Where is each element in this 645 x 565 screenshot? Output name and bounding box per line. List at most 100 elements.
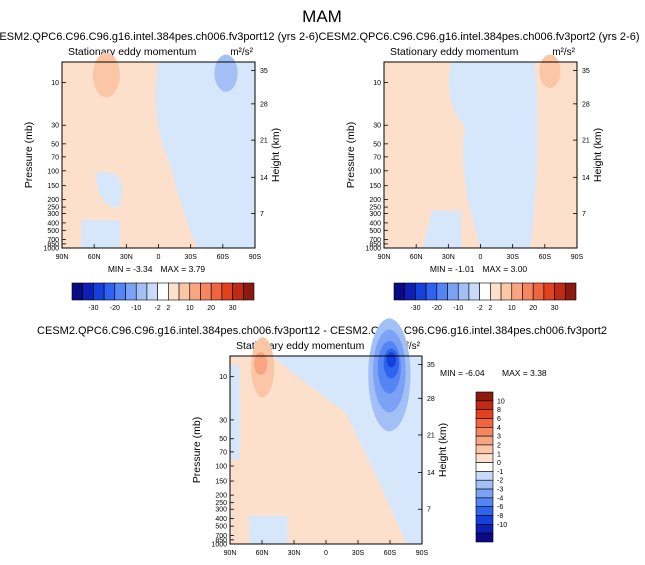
x-tick-label: 60S [217, 254, 230, 261]
colorbar-label: -10 [131, 305, 141, 312]
y-tick-label: 400 [215, 516, 227, 523]
x-tick-label: 30N [288, 550, 301, 557]
y-tick-label: 200 [215, 493, 227, 500]
colorbar-label: -2 [155, 305, 161, 312]
y-tick-label: 400 [369, 220, 381, 227]
positive-lobe [539, 54, 561, 89]
colorbar-swatch [404, 282, 416, 301]
height-tick-label: 7 [260, 211, 264, 218]
height-tick-label: 21 [582, 138, 590, 145]
colorbar-label: 20 [529, 305, 537, 312]
colorbar-swatch [221, 282, 233, 301]
colorbar-swatch [475, 435, 494, 446]
negative-region [94, 171, 122, 208]
y-axis-label: Pressure (mb) [23, 122, 35, 189]
colorbar-swatch [500, 282, 513, 301]
colorbar-label: 10 [508, 305, 516, 312]
min-label: MIN = -1.01 [430, 264, 475, 274]
x-tick-label: 90N [378, 254, 391, 261]
colorbar-swatch [475, 409, 494, 419]
colorbar-label: 10 [186, 305, 194, 312]
colorbar-label: 1 [497, 451, 501, 458]
colorbar-swatch [232, 282, 244, 301]
colorbar-swatch [210, 282, 223, 301]
colorbar-label: -3 [497, 487, 503, 494]
panel-difference: CESM2.QPC6.C96.C96.g16.intel.384pes.ch00… [37, 318, 607, 557]
y-tick-label: 500 [215, 524, 227, 531]
colorbar-swatch [457, 282, 470, 301]
x-tick-label: 60N [88, 254, 101, 261]
colorbar-swatch [475, 418, 494, 428]
colorbar-swatch [93, 282, 105, 301]
y-tick-label: 300 [47, 211, 59, 218]
colorbar-label: 2 [488, 305, 492, 312]
panel-title: CESM2.QPC6.C96.C96.g16.intel.384pes.ch00… [319, 31, 640, 43]
y-tick-label: 1000 [211, 542, 227, 549]
colorbar-label: -2 [477, 305, 483, 312]
colorbar-label: 2 [497, 442, 501, 449]
colorbar-label: -20 [432, 305, 442, 312]
x-tick-label: 90S [416, 550, 429, 557]
negative-region [422, 210, 462, 248]
colorbar-swatch [178, 282, 191, 301]
y-tick-label: 150 [215, 479, 227, 486]
negative-region [230, 365, 240, 460]
positive-lobe [92, 52, 120, 98]
colorbar-swatch [71, 282, 84, 301]
x-tick-label: 60N [410, 254, 423, 261]
colorbar-label: -30 [88, 305, 98, 312]
height-tick-label: 28 [427, 396, 435, 403]
colorbar-swatch [200, 282, 212, 301]
x-tick-label: 30N [442, 254, 455, 261]
colorbar-swatch [475, 444, 494, 455]
colorbar-label: 20 [207, 305, 215, 312]
y-tick-label: 850 [369, 241, 381, 248]
colorbar-swatch [543, 282, 555, 301]
y-axis-label: Pressure (mb) [345, 122, 357, 189]
colorbar-swatch [189, 282, 201, 301]
y-tick-label: 700 [369, 237, 381, 244]
colorbar-swatch [475, 453, 494, 463]
y-tick-label: 700 [47, 237, 59, 244]
y-tick-label: 100 [215, 463, 227, 470]
y-tick-label: 300 [369, 211, 381, 218]
height-tick-label: 7 [582, 211, 586, 218]
colorbar-swatch [82, 282, 94, 301]
colorbar-label: 6 [497, 416, 501, 423]
colorbar-label: 8 [497, 407, 501, 414]
panel-fv3port2: CESM2.QPC6.C96.C96.g16.intel.384pes.ch00… [319, 31, 640, 274]
negative-region [448, 62, 538, 248]
height-tick-label: 35 [427, 362, 435, 369]
max-label: MAX = 3.38 [502, 368, 547, 378]
x-tick-label: 0 [324, 550, 328, 557]
colorbar-label: -1 [497, 469, 503, 476]
min-label: MIN = -6.04 [440, 368, 485, 378]
y-axis-right-label: Height (km) [437, 423, 449, 477]
y-tick-label: 200 [369, 197, 381, 204]
colorbar-label: 10 [497, 398, 505, 405]
colorbar-label: 30 [229, 305, 237, 312]
y-tick-label: 50 [219, 436, 227, 443]
colorbar-label: -4 [497, 495, 503, 502]
y-tick-label: 250 [215, 500, 227, 507]
colorbar-label: -10 [497, 522, 507, 529]
y-tick-label: 700 [215, 533, 227, 540]
y-tick-label: 500 [47, 228, 59, 235]
colorbar-swatch [242, 282, 255, 301]
negative-region [249, 515, 288, 544]
y-axis-right-label: Height (km) [270, 128, 282, 182]
page-title: MAM [302, 7, 342, 26]
height-tick-label: 14 [260, 175, 268, 182]
y-tick-label: 500 [369, 228, 381, 235]
x-tick-label: 60S [539, 254, 552, 261]
colorbar-top-left: -30 -20 -10 -2 2 10 20 30 [71, 282, 255, 312]
colorbar-swatch [168, 282, 180, 301]
y-tick-label: 250 [369, 205, 381, 212]
panel-fv3port12: CESM2.QPC6.C96.C96.g16.intel.384pes.ch00… [0, 31, 319, 274]
y-tick-label: 1000 [43, 246, 59, 253]
colorbar-swatch [447, 282, 459, 301]
colorbar-swatch [475, 391, 494, 402]
height-tick-label: 21 [260, 138, 268, 145]
panel-title: CESM2.QPC6.C96.C96.g16.intel.384pes.ch00… [37, 325, 607, 337]
colorbar-swatch [479, 282, 491, 301]
